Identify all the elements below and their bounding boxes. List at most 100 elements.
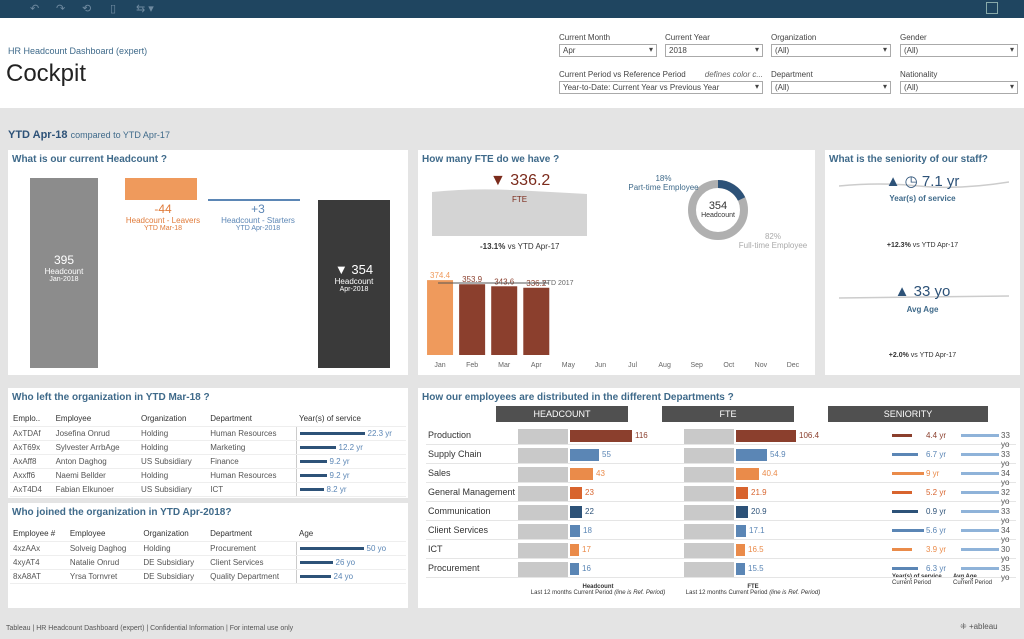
filter-select[interactable]: Year-to-Date: Current Year vs Previous Y… <box>559 81 763 94</box>
service-value: 5.2 yr <box>926 488 947 497</box>
fullscreen-icon[interactable] <box>986 2 998 14</box>
filter-select[interactable]: (All) <box>900 81 1018 94</box>
cell-name: Yrsa Tornvret <box>66 569 141 584</box>
trend-sparkline <box>518 429 568 444</box>
fte-bar[interactable] <box>459 284 486 355</box>
service-bar[interactable] <box>892 548 912 551</box>
fte-bar[interactable] <box>427 280 454 355</box>
column-header[interactable]: Emplo.. <box>10 412 53 427</box>
age-bar[interactable] <box>961 472 999 475</box>
column-header[interactable]: Age <box>296 527 406 542</box>
filter-organization[interactable]: Organization (All) <box>771 33 891 57</box>
filter-select[interactable]: Apr <box>559 44 657 57</box>
fte-bar[interactable] <box>736 487 748 499</box>
hc-bar[interactable] <box>570 449 599 461</box>
table-row[interactable]: AxAff8 Anton Daghog US Subsidiary Finance 9.… <box>10 454 406 469</box>
filter-gender[interactable]: Gender (All) <box>900 33 1018 57</box>
fte-bar[interactable] <box>736 525 746 537</box>
cell-dept: Human Resources <box>207 426 296 441</box>
filter-nationality[interactable]: Nationality (All) <box>900 70 1018 94</box>
table-row[interactable]: AxT4D4 Fabian Elkunoer US Subsidiary ICT 8.2… <box>10 482 406 497</box>
age-bar[interactable] <box>961 548 999 551</box>
filter-current-month[interactable]: Current Month Apr <box>559 33 657 57</box>
age-bar[interactable] <box>961 434 999 437</box>
column-header[interactable]: Employee <box>66 527 141 542</box>
service-bar[interactable] <box>892 472 924 475</box>
department-row[interactable]: Sales 43 40.4 9 yr 34 yo <box>426 464 1016 487</box>
hc-bar[interactable] <box>570 487 582 499</box>
filter-select[interactable]: (All) <box>771 44 891 57</box>
department-row[interactable]: Supply Chain 55 54.9 6.7 yr 33 yo <box>426 445 1016 468</box>
age-bar[interactable] <box>961 510 999 513</box>
table-row[interactable]: 4xyAT4 Natalie Onrud DE Subsidiary Client S… <box>10 555 406 570</box>
department-row[interactable]: Production 116 106.4 4.4 yr 33 yo <box>426 426 1016 449</box>
fte-bar[interactable] <box>736 506 748 518</box>
fte-bar[interactable] <box>736 430 796 442</box>
column-header[interactable]: Employee <box>52 412 139 427</box>
age-bar[interactable] <box>961 491 999 494</box>
age-bar[interactable] <box>961 453 999 456</box>
undo-icon[interactable]: ↶ <box>30 3 40 15</box>
filter-current-year[interactable]: Current Year 2018 <box>665 33 763 57</box>
department-row[interactable]: General Management 23 21.9 5.2 yr 32 yo <box>426 483 1016 506</box>
fte-bar[interactable] <box>491 286 518 355</box>
age-bar[interactable] <box>961 529 999 532</box>
revert-icon[interactable]: ⟲ <box>82 3 92 15</box>
column-header[interactable]: Department <box>207 412 296 427</box>
service-bar[interactable] <box>892 491 912 494</box>
leavers-table: Emplo.. Employee Organization Department Yea… <box>10 412 406 497</box>
hc-bar[interactable] <box>570 430 632 442</box>
service-bar[interactable] <box>892 567 918 570</box>
service-value: 0.9 yr <box>926 507 947 516</box>
table-row[interactable]: 8xA8AT Yrsa Tornvret DE Subsidiary Quality … <box>10 569 406 584</box>
department-row[interactable]: Client Services 18 17.1 5.6 yr 34 yo <box>426 521 1016 544</box>
table-row[interactable]: 4xzAAx Solveig Daghog Holding Procurement 50… <box>10 541 406 556</box>
service-bar[interactable] <box>892 529 924 532</box>
start-headcount-bar[interactable]: 395 Headcount Jan-2018 <box>30 178 98 368</box>
hc-bar[interactable] <box>570 525 580 537</box>
column-header[interactable]: Year(s) of service <box>296 412 406 427</box>
table-row[interactable]: AxTDAf Josefina Onrud Holding Human Resourc… <box>10 426 406 441</box>
end-headcount-bar[interactable]: ▼ 354 Headcount Apr-2018 <box>318 200 390 368</box>
column-header[interactable]: Employee # <box>10 527 67 542</box>
filter-department[interactable]: Department (All) <box>771 70 891 94</box>
fte-bar[interactable] <box>736 449 767 461</box>
trend-sparkline <box>684 562 734 577</box>
device-icon[interactable]: ▯ <box>110 3 117 15</box>
service-bar[interactable] <box>892 434 912 437</box>
hc-bar[interactable] <box>570 506 582 518</box>
table-row[interactable]: Axxff6 Naemi Bellder Holding Human Resource… <box>10 468 406 483</box>
column-header[interactable]: Department <box>207 527 296 542</box>
department-row[interactable]: Communication 22 20.9 0.9 yr 33 yo <box>426 502 1016 525</box>
age-bar[interactable] <box>961 567 999 570</box>
column-header[interactable]: Organization <box>140 527 208 542</box>
period-compare: compared to YTD Apr-17 <box>70 130 170 140</box>
service-bar[interactable] <box>892 453 918 456</box>
tableau-logo[interactable]: ⁜ +ableau <box>960 622 998 631</box>
department-row[interactable]: ICT 17 16.5 3.9 yr 30 yo <box>426 540 1016 563</box>
column-header[interactable]: Organization <box>138 412 208 427</box>
filter-select[interactable]: 2018 <box>665 44 763 57</box>
fte-bar[interactable] <box>736 563 745 575</box>
service-bar[interactable] <box>892 510 918 513</box>
fte-bar[interactable] <box>523 287 550 355</box>
panel-title: What is the seniority of our staff? <box>829 154 988 165</box>
fte-bar[interactable] <box>736 468 759 480</box>
hc-bar[interactable] <box>570 544 579 556</box>
department-row[interactable]: Procurement 16 15.5 6.3 yr 35 yo <box>426 559 1016 582</box>
hc-bar[interactable] <box>570 468 593 480</box>
table-row[interactable]: AxT69x Sylvester ArrbAge Holding Marketing 1… <box>10 440 406 455</box>
trend-sparkline <box>518 467 568 482</box>
leavers-bar[interactable] <box>125 178 197 200</box>
filter-select[interactable]: (All) <box>900 44 1018 57</box>
redo-icon[interactable]: ↷ <box>56 3 66 15</box>
share-icon[interactable]: ⇆ ▾ <box>136 3 154 15</box>
fte-bar[interactable] <box>736 544 745 556</box>
filter-period[interactable]: Current Period vs Reference Period define… <box>559 70 763 94</box>
age-value: 32 yo <box>1001 488 1010 506</box>
fte-footer: FTE Last 12 months Current Period (line i… <box>685 584 821 596</box>
starters-bar[interactable] <box>208 199 300 201</box>
filter-select[interactable]: (All) <box>771 81 891 94</box>
hc-bar[interactable] <box>570 563 579 575</box>
cell-bar: 50 yo <box>295 541 406 556</box>
